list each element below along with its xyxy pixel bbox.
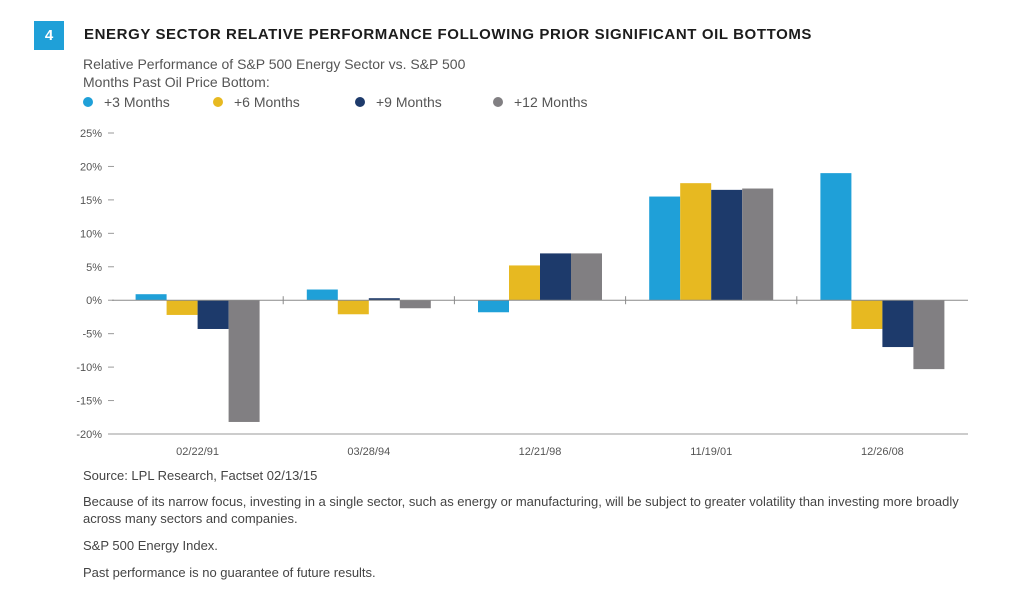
legend-label-6-months: +6 Months: [234, 94, 300, 110]
legend-swatch-9-months: [355, 97, 365, 107]
x-tick-label: 12/21/98: [519, 446, 562, 458]
bar: [135, 294, 167, 301]
bar: [820, 173, 852, 301]
bar: [509, 265, 540, 301]
source-note: Source: LPL Research, Factset 02/13/15: [83, 468, 318, 483]
y-tick-label: 15%: [80, 195, 102, 207]
bar-chart: 25% 20% 15% 10% 5% 0% -5% -10% -15% -20% 02/22/91 0…: [76, 128, 968, 458]
y-tick-label: -15%: [76, 396, 102, 408]
bar: [478, 300, 509, 313]
chart-subtitle: Relative Performance of S&P 500 Energy S…: [83, 55, 465, 91]
legend-swatch-12-months: [493, 97, 503, 107]
x-tick-label: 12/26/08: [861, 446, 904, 458]
bar: [228, 300, 260, 422]
legend-item-9-months: +9 Months: [355, 94, 442, 110]
legend-label-9-months: +9 Months: [376, 94, 442, 110]
y-tick-label: -20%: [76, 429, 102, 441]
y-tick-label: -10%: [76, 362, 102, 374]
bar: [337, 300, 369, 315]
legend-item-6-months: +6 Months: [213, 94, 300, 110]
disclaimer-note: Because of its narrow focus, investing i…: [83, 494, 959, 526]
bar: [680, 183, 712, 301]
figure-number-badge: 4: [34, 21, 64, 50]
subtitle-line-1: Relative Performance of S&P 500 Energy S…: [83, 56, 466, 72]
performance-note: Past performance is no guarantee of futu…: [83, 565, 376, 580]
y-tick-label: 20%: [80, 161, 102, 173]
legend-item-12-months: +12 Months: [493, 94, 588, 110]
bar: [399, 300, 431, 309]
bar: [711, 189, 743, 301]
legend-label-12-months: +12 Months: [514, 94, 588, 110]
subtitle-line-2: Months Past Oil Price Bottom:: [83, 74, 270, 90]
x-tick-label: 02/22/91: [176, 446, 219, 458]
legend-swatch-3-months: [83, 97, 93, 107]
bar: [649, 196, 681, 301]
y-tick-label: -5%: [82, 329, 102, 341]
index-note: S&P 500 Energy Index.: [83, 538, 218, 553]
y-tick-label: 10%: [80, 228, 102, 240]
y-tick-label: 25%: [80, 128, 102, 140]
bar: [166, 300, 198, 315]
bar: [306, 289, 338, 301]
bar: [851, 300, 883, 329]
bar: [882, 300, 914, 348]
x-tick-label: 03/28/94: [347, 446, 390, 458]
x-tick-label: 11/19/01: [690, 446, 732, 458]
y-tick-label: 0%: [86, 295, 102, 307]
chart-footer: Source: LPL Research, Factset 02/13/15 B…: [83, 467, 983, 581]
chart-title: ENERGY SECTOR RELATIVE PERFORMANCE FOLLO…: [84, 26, 813, 43]
legend-label-3-months: +3 Months: [104, 94, 170, 110]
bar: [368, 298, 400, 301]
y-tick-label: 5%: [86, 262, 102, 274]
bar: [571, 253, 602, 301]
bar: [742, 188, 774, 301]
bar: [913, 300, 945, 370]
bar: [540, 253, 571, 301]
legend-item-3-months: +3 Months: [83, 94, 170, 110]
bar: [197, 300, 229, 329]
legend-swatch-6-months: [213, 97, 223, 107]
